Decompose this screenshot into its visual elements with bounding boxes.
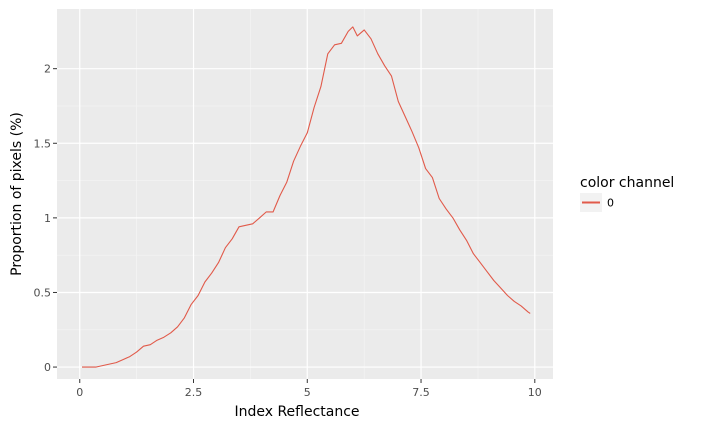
x-axis: 0 2.5 5 7.5 10 <box>76 379 542 399</box>
y-axis: 0 0.5 1 1.5 2 <box>34 63 57 374</box>
x-tick-label: 2.5 <box>185 386 203 399</box>
legend-title: color channel <box>580 175 674 191</box>
grid-major <box>57 9 553 379</box>
y-tick-label: 0 <box>44 361 51 374</box>
y-tick-label: 2 <box>44 63 51 76</box>
x-tick-label: 5 <box>304 386 311 399</box>
series-line-0 <box>82 26 531 368</box>
y-tick-label: 0.5 <box>34 286 52 299</box>
grid-minor <box>57 9 553 379</box>
x-tick-label: 0 <box>76 386 83 399</box>
y-tick-label: 1 <box>44 212 51 225</box>
x-tick-label: 10 <box>528 386 542 399</box>
y-axis-title: Proportion of pixels (%) <box>9 112 25 276</box>
legend: color channel 0 <box>580 175 674 212</box>
legend-label: 0 <box>607 197 614 210</box>
series-layer <box>82 26 531 368</box>
x-tick-label: 7.5 <box>412 386 430 399</box>
y-tick-label: 1.5 <box>34 137 52 150</box>
x-axis-title: Index Reflectance <box>234 404 359 420</box>
plot-panel <box>57 9 553 379</box>
